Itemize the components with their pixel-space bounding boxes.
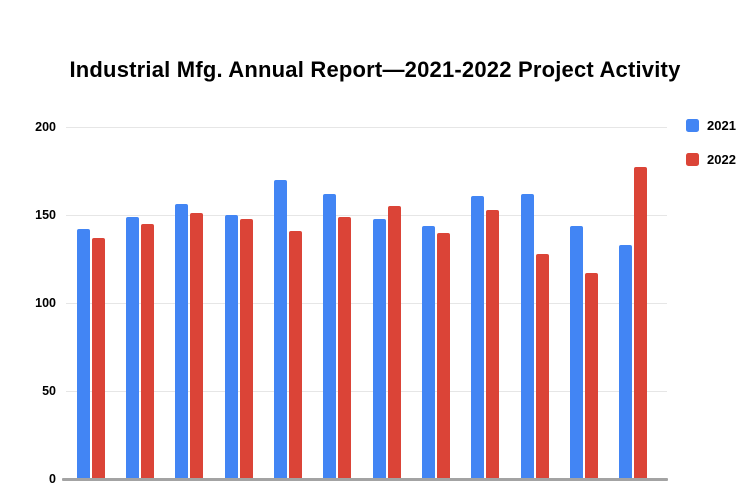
bar-2022-group-6 [338, 216, 352, 479]
y-tick-label-150: 150 [35, 208, 56, 222]
bar-2022-group-12 [634, 167, 648, 479]
y-axis: 0 50 100 150 200 [0, 120, 56, 486]
legend-label-2022: 2022 [707, 152, 736, 167]
bar-group-9 [461, 127, 510, 479]
gridline-150 [66, 215, 667, 216]
bar-2021-group-7 [372, 218, 386, 479]
bar-2022-group-5 [288, 230, 302, 479]
bar-2021-group-2 [125, 216, 139, 479]
bar-group-8 [411, 127, 460, 479]
bar-2021-group-9 [471, 195, 485, 479]
bar-2022-group-2 [140, 223, 154, 479]
bar-2021-group-3 [175, 204, 189, 479]
bar-group-11 [559, 127, 608, 479]
bar-2021-group-12 [619, 244, 633, 479]
plot-area [66, 127, 667, 479]
bar-group-4 [214, 127, 263, 479]
gridline-100 [66, 303, 667, 304]
y-tick-label-50: 50 [42, 384, 56, 398]
bar-2022-group-9 [486, 209, 500, 479]
bar-group-12 [609, 127, 658, 479]
bar-2022-group-10 [535, 253, 549, 479]
legend-item-2021: 2021 [686, 119, 736, 132]
bar-group-6 [313, 127, 362, 479]
bar-2021-group-11 [569, 225, 583, 479]
bar-2021-group-8 [421, 225, 435, 479]
y-tick-label-100: 100 [35, 296, 56, 310]
chart-title: Industrial Mfg. Annual Report—2021-2022 … [69, 57, 681, 82]
bar-group-7 [362, 127, 411, 479]
legend-item-2022: 2022 [686, 153, 736, 166]
legend: 2021 2022 [686, 119, 736, 166]
y-tick-label-0: 0 [49, 472, 56, 486]
x-axis-baseline [62, 478, 668, 481]
gridline-50 [66, 391, 667, 392]
bar-group-3 [165, 127, 214, 479]
bar-2021-group-5 [273, 179, 287, 479]
bar-2022-group-8 [436, 232, 450, 479]
bar-2021-group-1 [76, 229, 90, 479]
bar-group-1 [66, 127, 115, 479]
bar-series-area [66, 127, 658, 479]
legend-swatch-2021 [686, 119, 699, 132]
bar-2022-group-11 [584, 273, 598, 479]
bar-group-10 [510, 127, 559, 479]
bar-2022-group-3 [190, 213, 204, 479]
y-tick-label-200: 200 [35, 120, 56, 134]
gridline-200 [66, 127, 667, 128]
bar-2021-group-4 [224, 215, 238, 479]
bar-2022-group-7 [387, 206, 401, 479]
legend-swatch-2022 [686, 153, 699, 166]
bar-group-2 [115, 127, 164, 479]
bar-2021-group-6 [323, 193, 337, 479]
legend-label-2021: 2021 [707, 118, 736, 133]
bar-group-5 [263, 127, 312, 479]
bar-2022-group-1 [91, 237, 105, 479]
bar-2021-group-10 [520, 193, 534, 479]
bar-2022-group-4 [239, 218, 253, 479]
